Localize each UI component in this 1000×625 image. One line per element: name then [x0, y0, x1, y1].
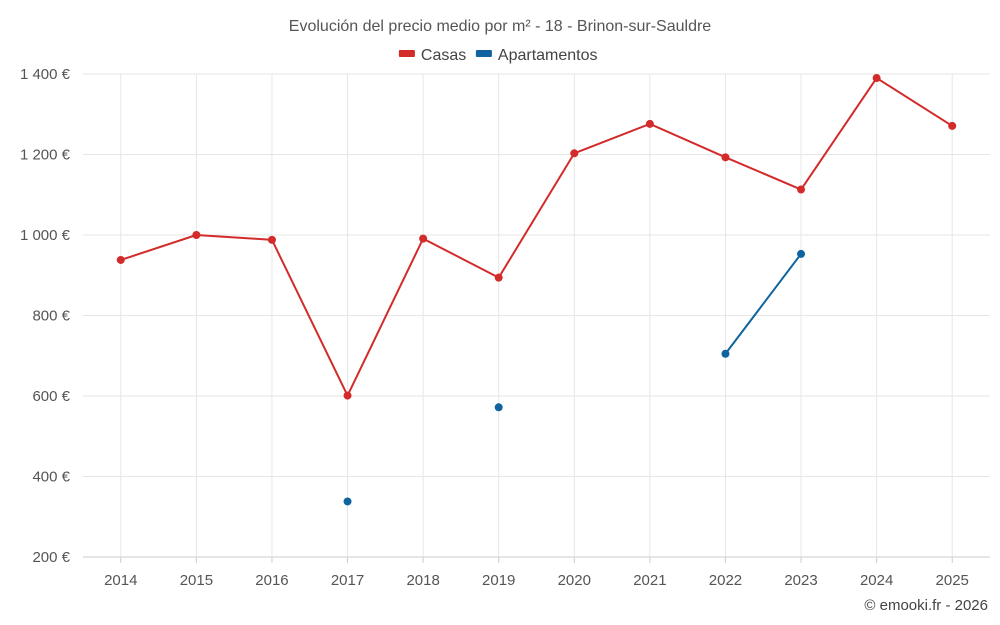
- x-tick-label: 2014: [104, 572, 137, 589]
- x-tick-label: 2022: [709, 572, 742, 589]
- y-tick-label: 1 200 €: [20, 147, 71, 164]
- data-point-casas: [797, 185, 806, 194]
- data-point-casas: [267, 235, 276, 244]
- series-line-casas: [120, 77, 953, 397]
- x-tick-label: 2023: [784, 572, 817, 589]
- series-group: [116, 74, 957, 506]
- x-tick-label: 2017: [331, 572, 364, 589]
- x-tick-label: 2025: [936, 572, 969, 589]
- data-point-casas: [872, 74, 881, 83]
- data-point-casas: [192, 231, 201, 239]
- data-point-casas: [419, 234, 428, 243]
- data-point-casas: [948, 121, 957, 130]
- x-tick-label: 2024: [860, 572, 893, 589]
- data-point-casas: [570, 149, 579, 158]
- data-point-casas: [645, 119, 654, 128]
- legend-swatch-casas: [398, 50, 415, 57]
- x-tick-label: 2016: [255, 572, 288, 589]
- x-axis: 2014 2015 2016 2017 2018 2019 2020 2021 2022 2023…: [104, 557, 969, 589]
- y-tick-label: 200 €: [32, 549, 70, 566]
- legend-swatch-apartamentos: [475, 50, 492, 57]
- data-point-casas: [721, 153, 730, 162]
- series-line-apartamentos: [724, 253, 802, 355]
- y-tick-label: 1 400 €: [20, 66, 71, 83]
- data-point-casas: [494, 273, 503, 282]
- y-tick-label: 800 €: [32, 308, 70, 325]
- x-tick-label: 2021: [633, 572, 666, 589]
- legend: Casas Apartamentos: [398, 47, 598, 64]
- y-tick-label: 600 €: [32, 388, 70, 405]
- data-point-apartamentos: [494, 403, 503, 412]
- y-tick-label: 400 €: [32, 469, 70, 486]
- data-point-casas: [343, 391, 352, 400]
- legend-label-casas: Casas: [421, 47, 466, 64]
- data-point-apartamentos: [721, 349, 730, 358]
- gridlines: [83, 73, 990, 558]
- legend-label-apartamentos: Apartamentos: [498, 47, 598, 64]
- data-point-apartamentos: [797, 249, 806, 258]
- x-tick-label: 2015: [180, 572, 213, 589]
- credit-label: © emooki.fr - 2026: [864, 597, 988, 614]
- y-tick-label: 1 000 €: [20, 227, 71, 244]
- y-axis: 200 € 400 € 600 € 800 € 1 000 € 1 200 € 1 400 …: [20, 66, 71, 566]
- x-tick-label: 2019: [482, 572, 515, 589]
- chart-title: Evolución del precio medio por m² - 18 -…: [289, 18, 712, 35]
- data-point-apartamentos: [343, 497, 352, 506]
- x-tick-label: 2018: [406, 572, 439, 589]
- data-point-casas: [116, 255, 125, 264]
- x-tick-label: 2020: [558, 572, 591, 589]
